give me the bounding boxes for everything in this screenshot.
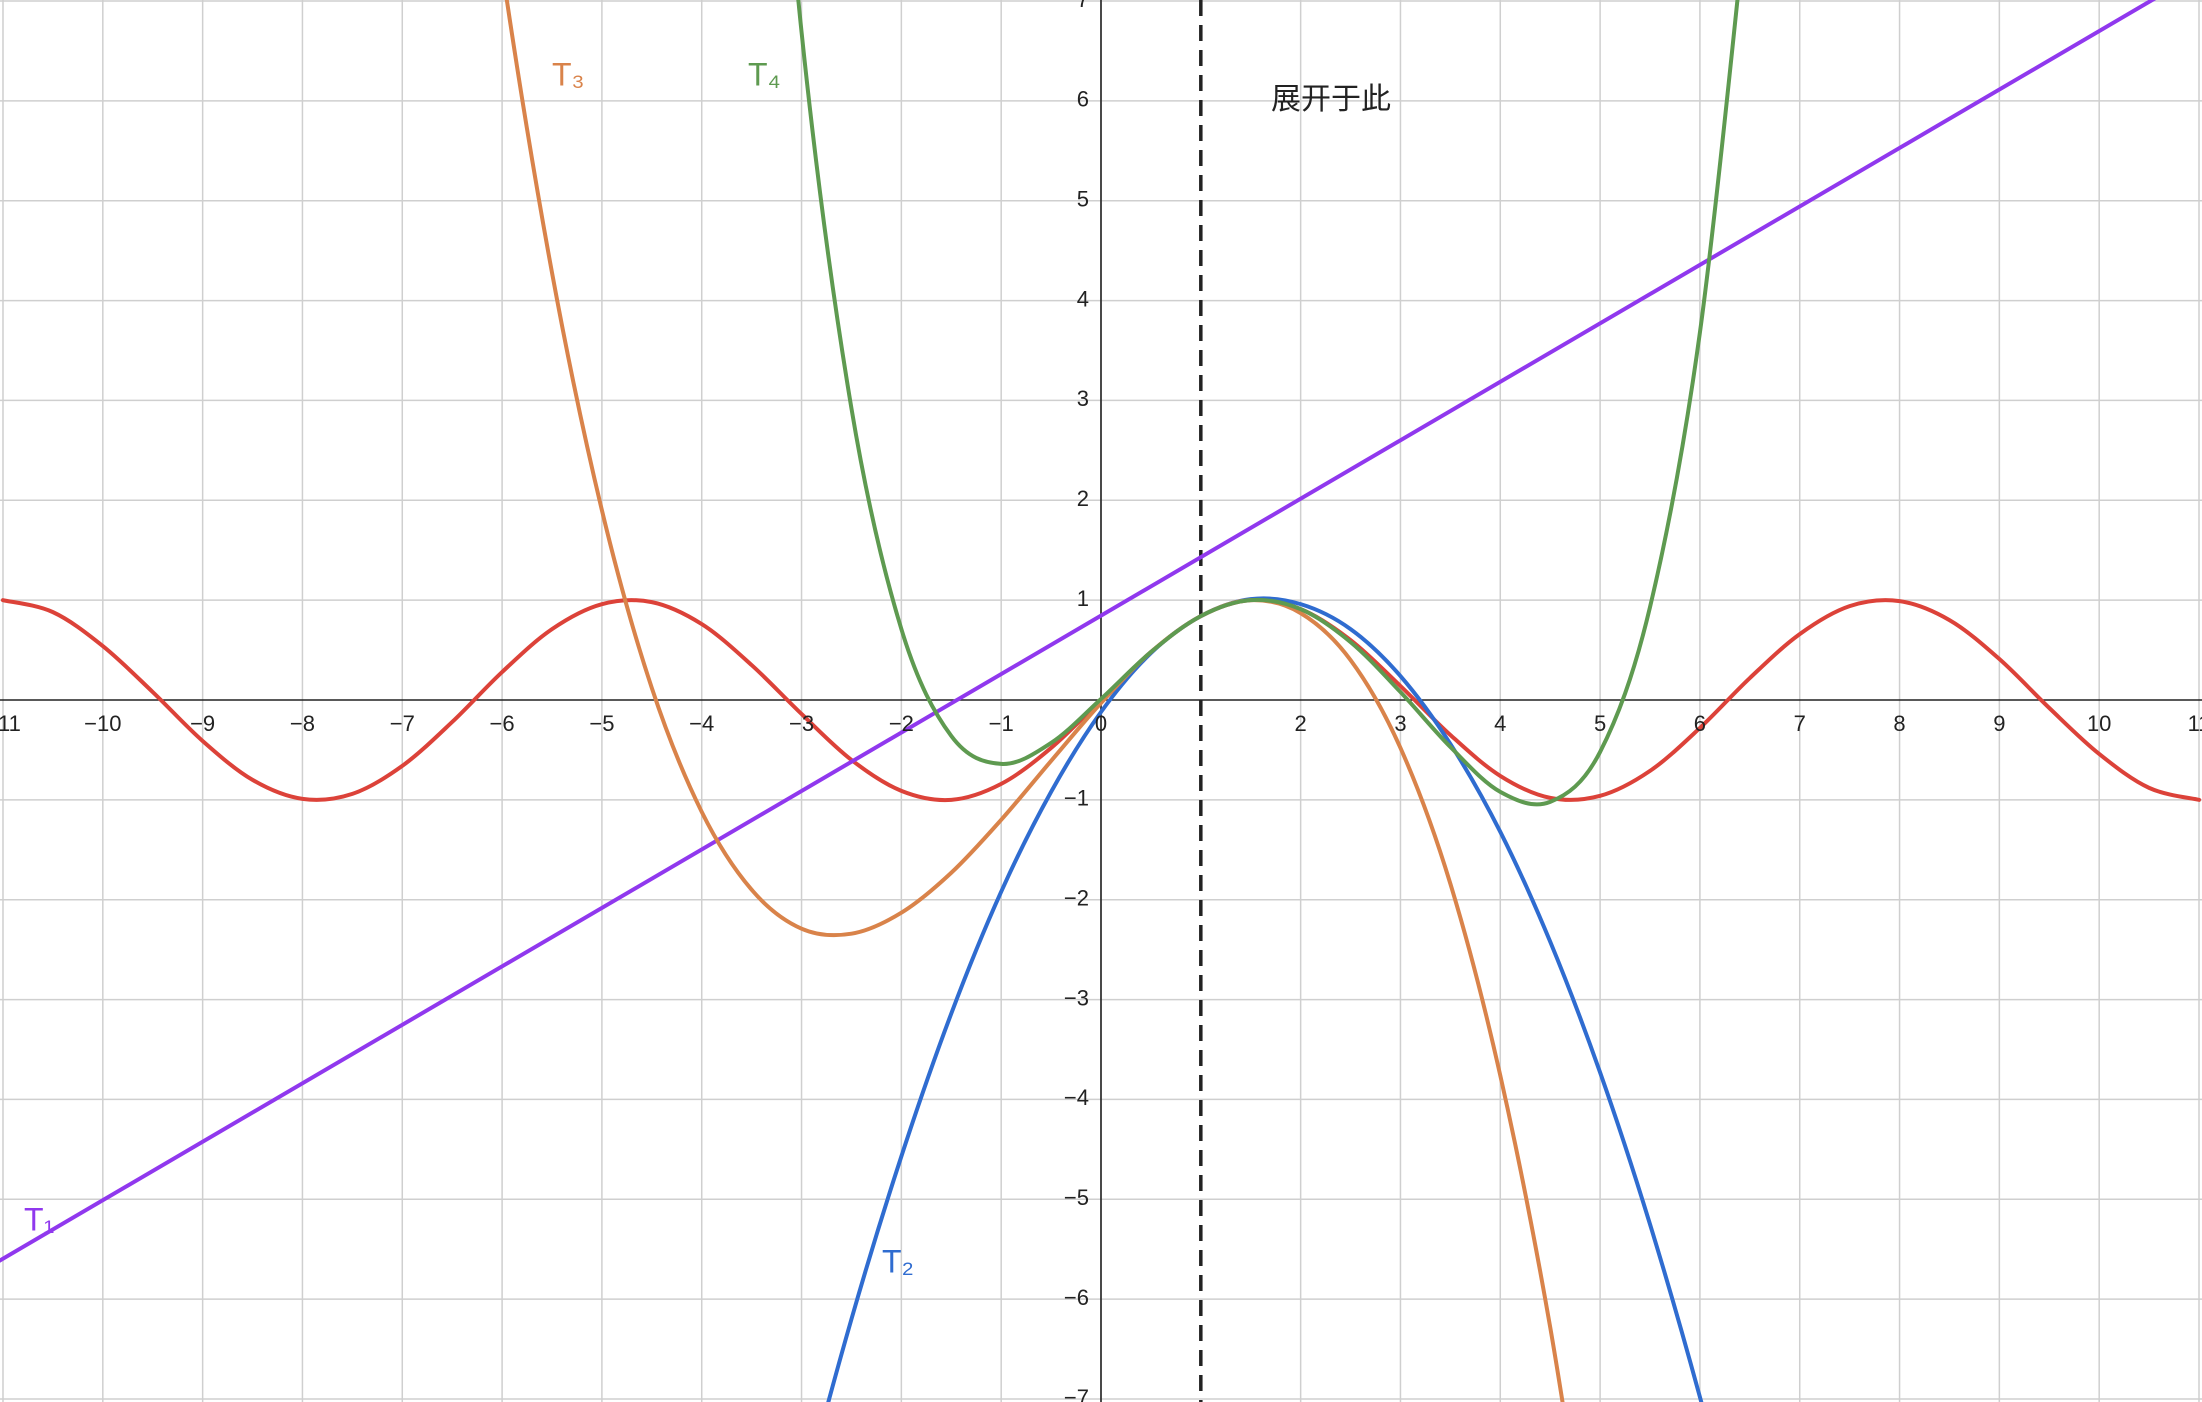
x-tick-label: −11	[0, 711, 21, 736]
x-tick-label: −5	[589, 711, 614, 736]
x-tick-label: −2	[889, 711, 914, 736]
x-tick-label: −1	[989, 711, 1014, 736]
x-tick-label: 3	[1394, 711, 1406, 736]
x-tick-label: −10	[84, 711, 121, 736]
curve-label: T₃	[552, 56, 585, 92]
curve	[504, 0, 1565, 1402]
curve-label: T₁	[24, 1201, 54, 1237]
x-tick-label: −8	[290, 711, 315, 736]
y-tick-label: 7	[1077, 0, 1089, 12]
curve	[0, 0, 2157, 1263]
annotation: 展开于此	[1271, 83, 1391, 116]
y-tick-label: 3	[1077, 386, 1089, 411]
y-tick-label: −4	[1064, 1085, 1089, 1110]
curve-label: T₄	[748, 56, 781, 92]
x-tick-label: 8	[1893, 711, 1905, 736]
y-tick-label: 6	[1077, 87, 1089, 112]
x-tick-label: 10	[2087, 711, 2111, 736]
y-tick-label: −1	[1064, 786, 1089, 811]
y-tick-label: 2	[1077, 486, 1089, 511]
y-tick-label: 4	[1077, 286, 1089, 311]
x-tick-label: 0	[1095, 711, 1107, 736]
curve-label: T₂	[882, 1243, 914, 1279]
x-tick-label: 4	[1494, 711, 1506, 736]
x-tick-label: −3	[789, 711, 814, 736]
x-tick-label: −9	[190, 711, 215, 736]
y-tick-label: −6	[1064, 1285, 1089, 1310]
y-tick-label: −7	[1064, 1385, 1089, 1402]
x-tick-label: −7	[390, 711, 415, 736]
x-tick-label: 11	[2188, 711, 2202, 736]
x-tick-label: 9	[1993, 711, 2005, 736]
x-tick-label: −6	[490, 711, 515, 736]
x-tick-label: 2	[1295, 711, 1307, 736]
y-tick-label: 1	[1077, 586, 1089, 611]
x-tick-label: 6	[1694, 711, 1706, 736]
curve	[796, 0, 1740, 807]
y-tick-label: −3	[1064, 985, 1089, 1010]
x-tick-label: −4	[689, 711, 714, 736]
x-tick-label: 5	[1594, 711, 1606, 736]
y-tick-label: 5	[1077, 187, 1089, 212]
y-tick-label: −5	[1064, 1185, 1089, 1210]
x-tick-label: 7	[1794, 711, 1806, 736]
y-tick-label: −2	[1064, 886, 1089, 911]
